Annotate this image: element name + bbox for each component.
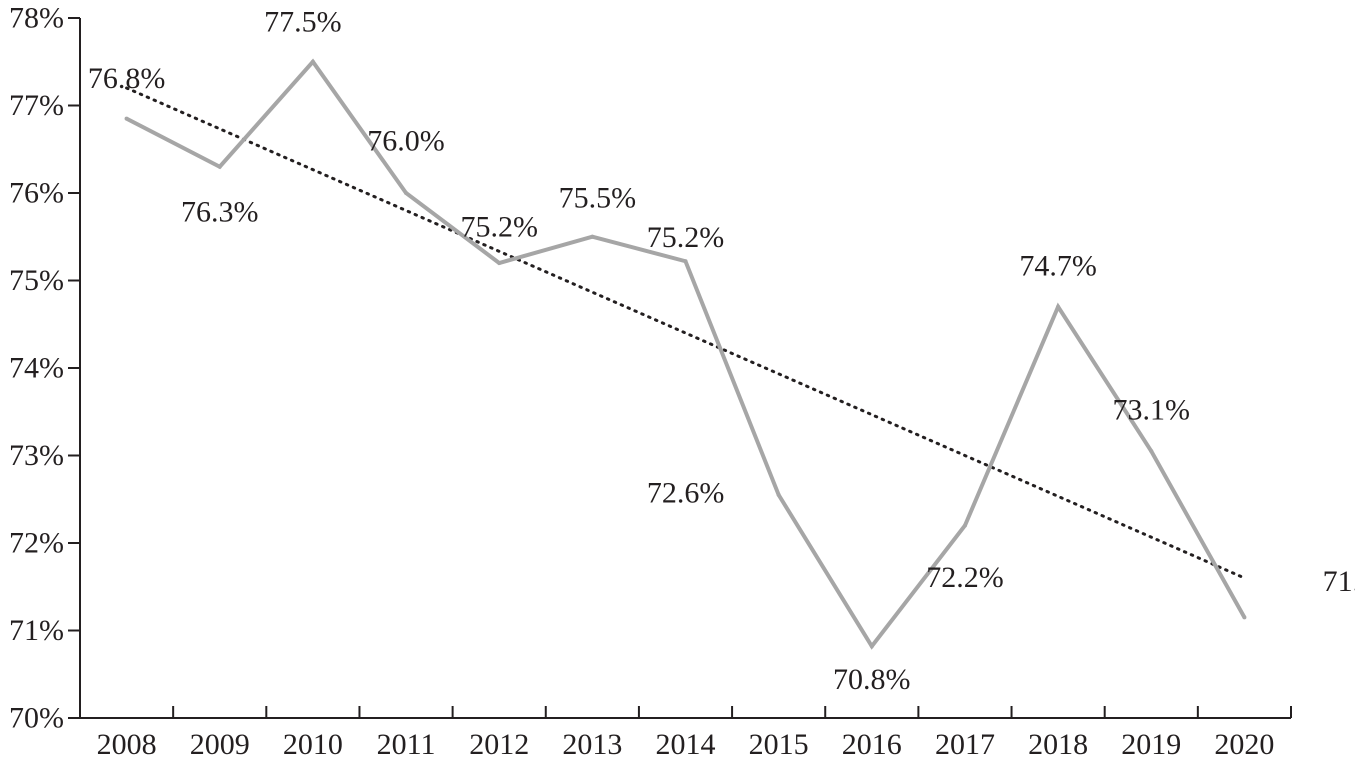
x-tick-label: 2018 (1028, 728, 1088, 761)
data-label: 74.7% (1019, 249, 1097, 282)
data-label: 75.2% (460, 211, 538, 244)
data-label: 70.8% (833, 663, 911, 696)
data-label: 76.3% (181, 195, 259, 228)
y-tick-label: 78% (9, 2, 64, 35)
x-axis-ticks: 2008 2009 2010 2011 2012 2013 2014 2015 2016 2017… (79, 706, 1292, 761)
data-labels: 76.8% 76.3% 77.5% 76.0% 75.2% 75.5% 75.2% 72.6%… (88, 5, 1355, 696)
data-point (404, 191, 409, 195)
y-tick-label: 77% (9, 89, 64, 122)
y-tick-label: 71% (9, 614, 64, 647)
data-label: 75.2% (647, 221, 725, 254)
y-axis-ticks: 70% 71% 72% 73% 74% 75% 76% 77% 78% (9, 2, 80, 735)
x-tick-label: 2020 (1214, 728, 1274, 761)
data-point (124, 116, 129, 121)
trendline-group (125, 86, 1246, 580)
y-tick-label: 74% (9, 352, 64, 385)
x-tick-label: 2016 (842, 728, 902, 761)
data-label: 71.2% (1323, 565, 1355, 598)
data-point (217, 164, 222, 169)
y-tick-label: 73% (9, 439, 64, 472)
x-tick-label: 2017 (935, 728, 995, 761)
x-tick-label: 2019 (1121, 728, 1181, 761)
data-point (776, 492, 781, 497)
data-label: 75.5% (559, 181, 637, 214)
data-label: 73.1% (1113, 394, 1191, 427)
axes (79, 18, 1291, 719)
data-point (1149, 449, 1154, 454)
data-point (683, 259, 688, 264)
x-tick-label: 2008 (97, 728, 157, 761)
data-point (962, 523, 967, 528)
data-label: 76.0% (367, 125, 445, 158)
y-tick-label: 76% (9, 177, 64, 210)
trendline (125, 86, 1246, 580)
x-tick-label: 2009 (190, 728, 250, 761)
data-point (869, 644, 874, 649)
data-label: 72.2% (926, 561, 1004, 594)
y-tick-label: 72% (9, 527, 64, 560)
data-point (1056, 304, 1061, 309)
data-label: 72.6% (647, 476, 725, 509)
y-tick-label: 70% (9, 702, 64, 735)
x-tick-label: 2013 (562, 728, 622, 761)
data-point (310, 59, 315, 64)
x-tick-label: 2015 (749, 728, 809, 761)
series-line (125, 58, 1247, 650)
data-point (497, 261, 502, 265)
data-label: 77.5% (264, 5, 342, 38)
x-tick-label: 2014 (656, 728, 716, 761)
x-tick-label: 2011 (377, 728, 436, 761)
series-group (124, 58, 1247, 650)
y-tick-label: 75% (9, 264, 64, 297)
x-tick-label: 2010 (283, 728, 343, 761)
x-tick-label: 2012 (469, 728, 529, 761)
data-point (1242, 615, 1247, 620)
data-label: 76.8% (88, 62, 166, 95)
data-point (590, 234, 595, 239)
